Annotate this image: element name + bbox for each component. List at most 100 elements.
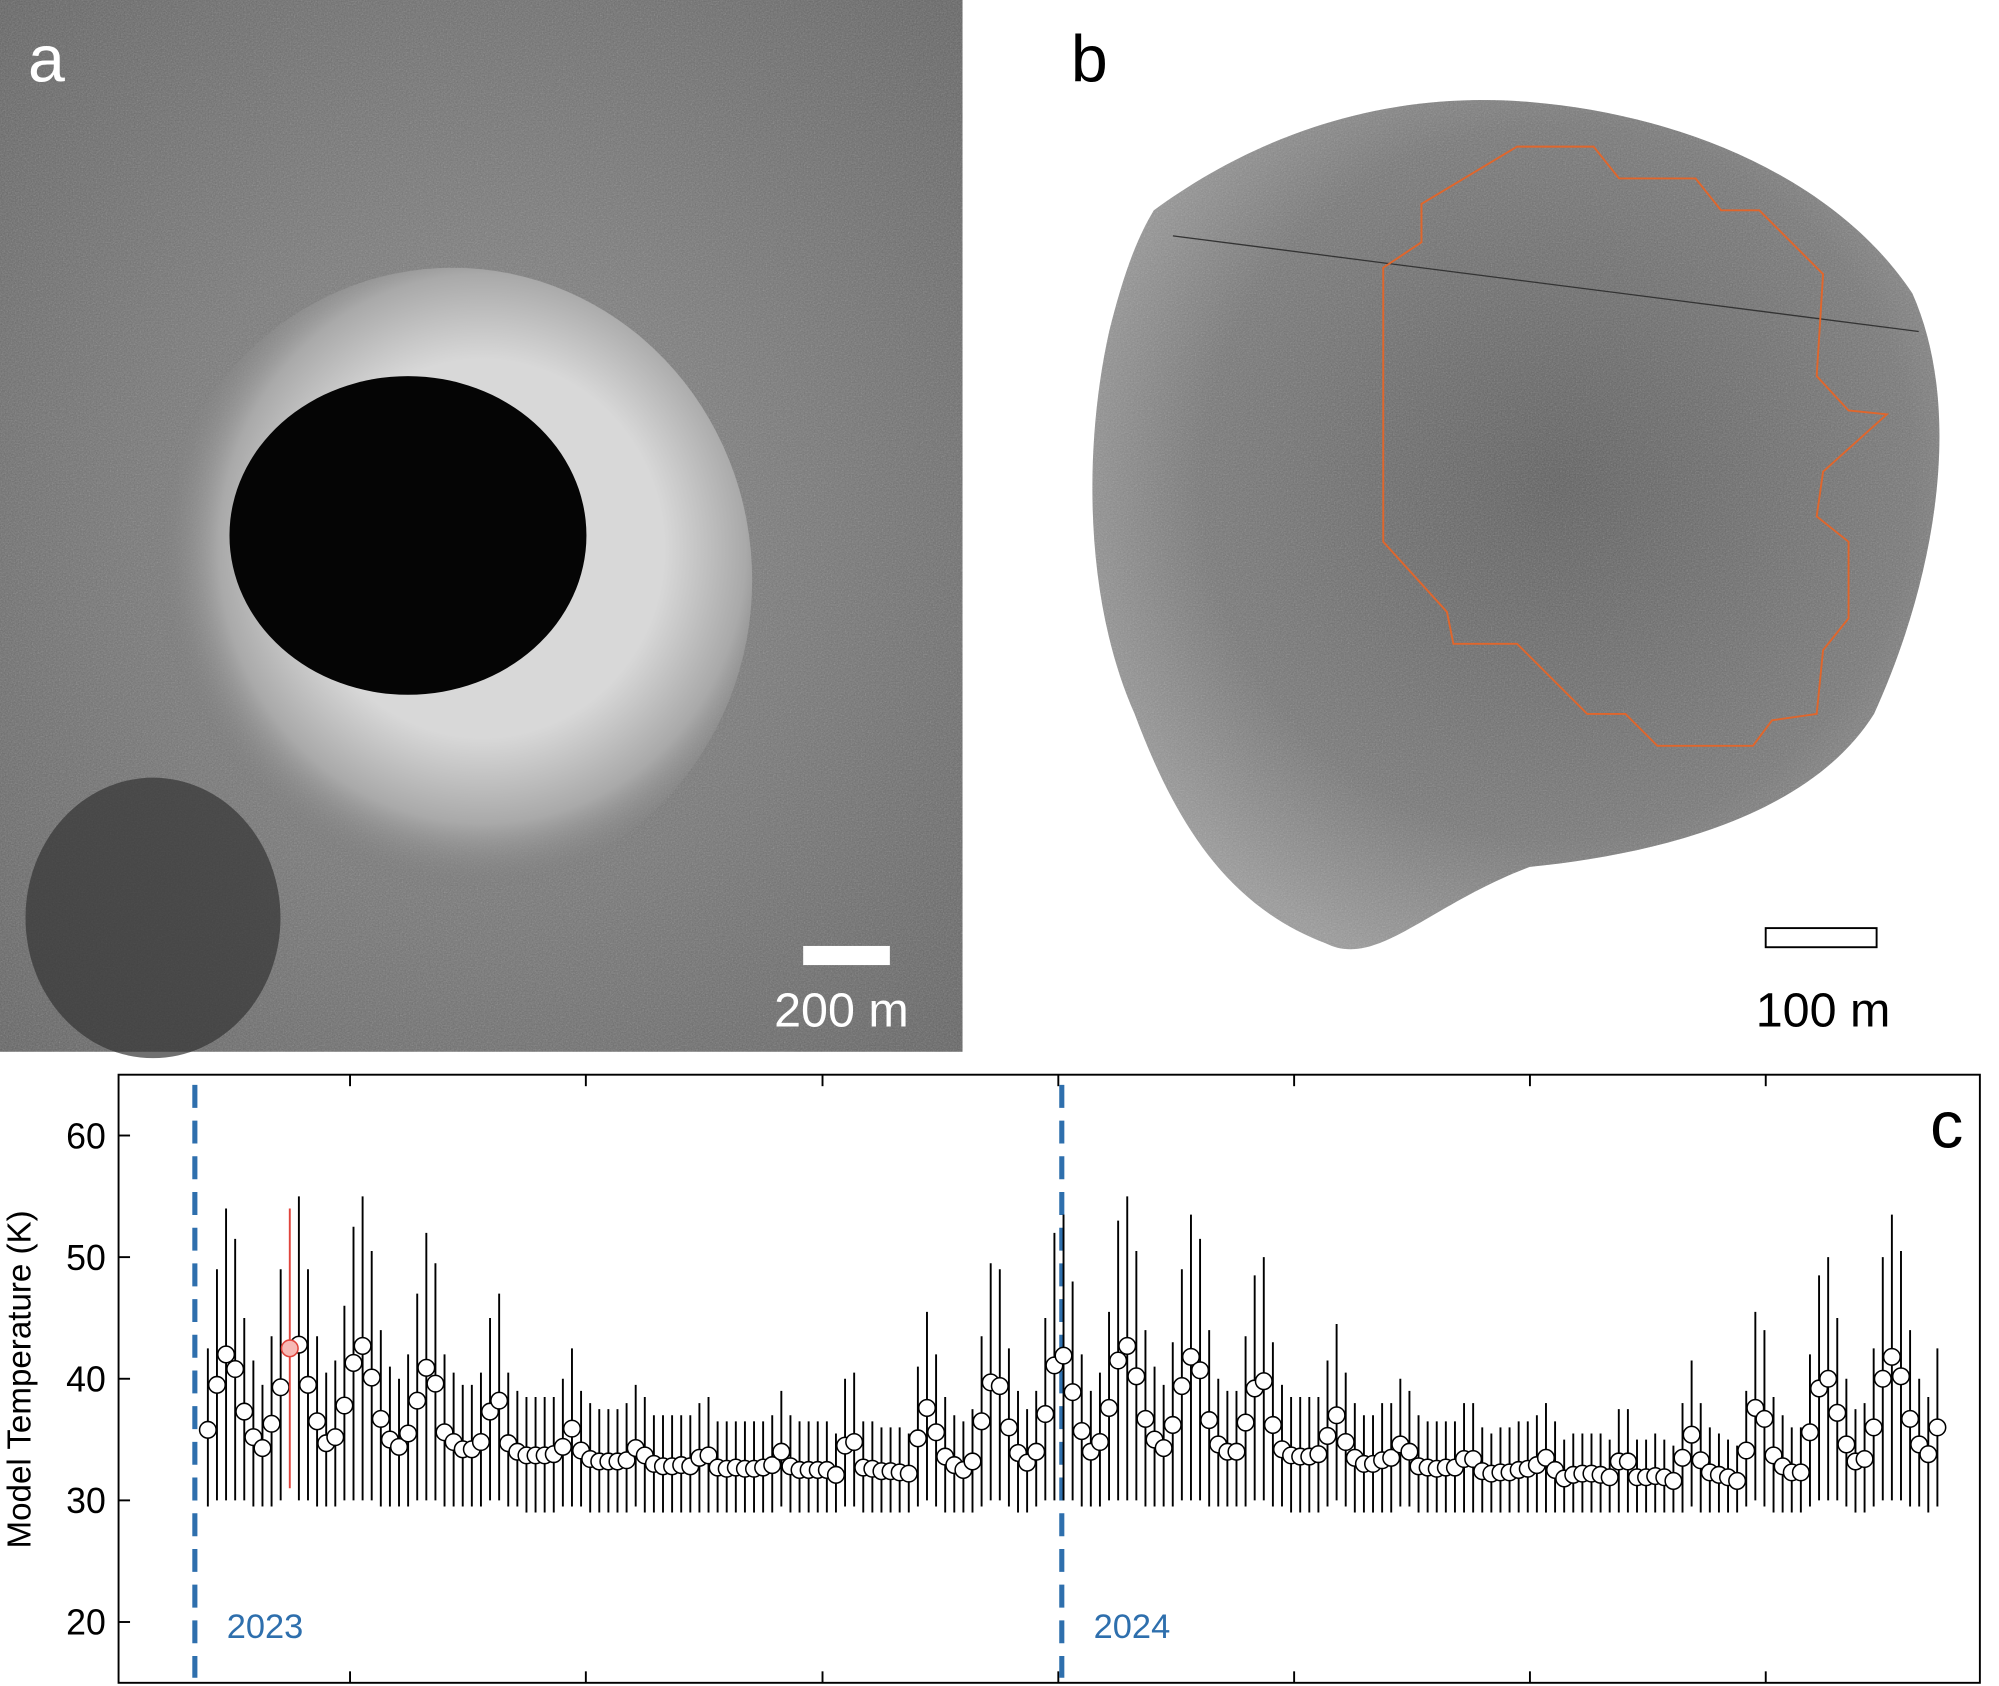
data-point	[490, 1391, 509, 1410]
data-point	[1873, 1369, 1892, 1388]
data-point	[1336, 1432, 1355, 1452]
y-axis-label: Model Temperature (K)	[2, 1210, 39, 1548]
scale-label: 100 m	[1756, 983, 1891, 1037]
data-point	[1882, 1347, 1901, 1366]
data-point	[990, 1377, 1009, 1396]
year-label: 2024	[1094, 1608, 1171, 1646]
panel-a: 200 m a	[0, 0, 963, 1059]
data-point	[1254, 1372, 1273, 1391]
data-point	[1072, 1422, 1091, 1441]
y-tick-label: 40	[66, 1360, 106, 1400]
data-point	[1027, 1442, 1046, 1461]
panel-b: 100 m b	[1071, 23, 1940, 1037]
data-point	[1664, 1471, 1683, 1490]
scale-bar	[1764, 927, 1878, 949]
data-point	[772, 1442, 791, 1461]
data-point	[826, 1465, 846, 1484]
panel-label: b	[1071, 23, 1108, 97]
data-point	[1928, 1418, 1947, 1437]
crater-shadow	[229, 376, 587, 695]
data-point	[235, 1402, 254, 1421]
data-point	[1109, 1351, 1128, 1370]
data-point	[408, 1391, 427, 1410]
data-point	[1036, 1404, 1055, 1424]
data-point	[1154, 1439, 1173, 1458]
data-point	[1919, 1445, 1938, 1464]
data-point	[262, 1414, 281, 1433]
data-point	[1163, 1415, 1182, 1435]
y-tick-label: 30	[66, 1481, 106, 1521]
data-point	[1090, 1432, 1109, 1452]
track-line	[1172, 235, 1919, 333]
data-point	[845, 1432, 864, 1452]
data-point	[217, 1345, 236, 1364]
data-point	[344, 1353, 363, 1372]
data-point	[1400, 1442, 1419, 1461]
data-point	[1600, 1468, 1619, 1487]
data-point	[1054, 1346, 1073, 1365]
region-outline	[1382, 145, 1890, 747]
data-point	[1127, 1367, 1146, 1386]
data-point	[1327, 1406, 1346, 1425]
y-tick-label: 20	[66, 1603, 106, 1643]
scale-label: 200 m	[774, 983, 909, 1037]
data-point	[927, 1423, 946, 1442]
data-point	[198, 1420, 217, 1439]
data-point	[1737, 1441, 1756, 1460]
data-point	[1673, 1448, 1692, 1467]
data-point	[1063, 1383, 1082, 1402]
shadow-crater	[25, 777, 281, 1059]
data-point	[1318, 1426, 1337, 1445]
data-point	[1800, 1423, 1820, 1442]
scale-bar	[803, 945, 890, 966]
data-point	[1172, 1377, 1191, 1396]
data-point	[1864, 1418, 1883, 1437]
data-point	[972, 1412, 991, 1431]
data-point	[298, 1375, 318, 1394]
data-point	[1791, 1463, 1810, 1482]
data-point	[1200, 1411, 1219, 1430]
data-point	[999, 1418, 1018, 1437]
panel-label: a	[28, 23, 65, 97]
data-point	[399, 1424, 418, 1443]
data-point	[963, 1452, 982, 1471]
data-point	[1837, 1435, 1856, 1454]
data-point	[1099, 1398, 1119, 1417]
data-point	[899, 1464, 918, 1483]
y-tick-label: 60	[66, 1116, 106, 1156]
panel-c: c Model Temperature (K) 20 30 40 50 60 2023 20…	[2, 1073, 1981, 1684]
data-point	[1828, 1403, 1847, 1422]
data-point	[326, 1428, 345, 1447]
panel-label: c	[1930, 1088, 1963, 1162]
data-point	[253, 1439, 272, 1458]
data-point	[271, 1378, 290, 1397]
data-point	[471, 1432, 490, 1452]
data-point	[1819, 1369, 1838, 1388]
data-point	[1618, 1452, 1637, 1471]
data-point	[1309, 1445, 1328, 1464]
data-point	[308, 1412, 327, 1431]
data-point	[426, 1374, 445, 1393]
data-point	[371, 1409, 390, 1428]
data-point	[1891, 1367, 1911, 1386]
data-point	[1118, 1336, 1137, 1355]
data-point	[1191, 1361, 1210, 1380]
data-point	[1236, 1413, 1255, 1432]
data-point	[562, 1419, 582, 1438]
data-point	[280, 1339, 299, 1358]
data-point	[1263, 1415, 1282, 1435]
plot-frame	[117, 1073, 1981, 1684]
year-label: 2023	[227, 1608, 304, 1646]
data-point	[335, 1396, 354, 1415]
data-point	[1855, 1449, 1874, 1469]
data-point	[1682, 1425, 1701, 1444]
data-point	[362, 1368, 381, 1387]
data-point	[553, 1437, 572, 1456]
data-point	[226, 1359, 245, 1379]
data-point	[207, 1375, 227, 1394]
data-point	[1755, 1409, 1774, 1428]
data-point	[1728, 1471, 1747, 1490]
data-point	[417, 1358, 436, 1377]
